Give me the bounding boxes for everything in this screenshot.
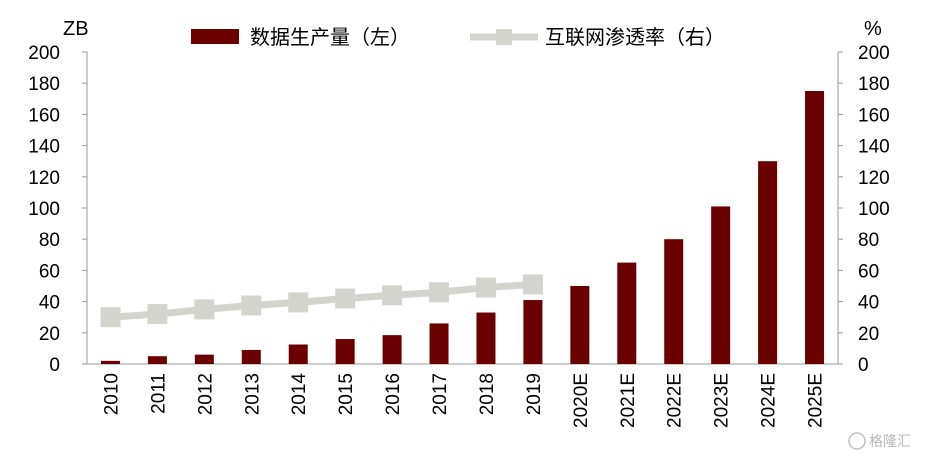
left-tick-label: 100 [28,199,60,220]
line-point-2016 [382,285,403,306]
x-tick-label: 2021E [618,373,639,428]
x-tick-label: 2024E [759,373,780,428]
line-series [100,274,543,328]
right-axis-unit: % [864,18,882,40]
x-tick-label: 2025E [806,373,827,428]
left-tick-label: 200 [28,43,60,64]
line-point-2017 [429,282,450,303]
left-tick-label: 80 [39,230,60,251]
left-tick-label: 120 [28,168,60,189]
axes: 0 20 40 60 80 100 120 140 160 180 200 0 20 40 60 80 100 1… [28,43,889,376]
x-tick-label: 2014 [289,373,310,416]
legend-label-bar: 数据生产量（左） [250,25,410,49]
line-point-2018 [475,277,496,298]
bar-2015 [335,339,355,364]
x-tick-label: 2023E [712,373,733,428]
bar-2014 [288,344,308,364]
left-tick-label: 160 [28,105,60,126]
bar-series [100,91,825,364]
bar-2010 [100,360,120,364]
line-point-2019 [522,274,543,295]
x-tick-label: 2012 [195,373,216,415]
left-tick-label: 40 [39,293,60,314]
right-tick-label: 40 [858,293,879,314]
x-tick-label: 2020E [571,373,592,428]
legend-label-line: 互联网渗透率（右） [545,25,725,49]
bar-2024E [758,161,778,364]
left-axis-unit: ZB [63,18,89,40]
bar-2017 [429,323,449,364]
bar-2012 [194,354,214,364]
left-tick-label: 20 [39,324,60,345]
line-point-2010 [100,307,121,328]
x-tick-label: 2022E [665,373,686,428]
right-tick-label: 180 [858,74,890,95]
x-tick-label: 2018 [477,373,498,415]
left-tick-label: 0 [49,355,60,376]
penetration-line [110,280,534,321]
watermark: 格隆汇 [848,432,911,450]
right-tick-label: 200 [858,43,890,64]
line-point-2015 [335,288,356,309]
legend: 数据生产量（左） 互联网渗透率（右） [191,25,725,49]
bar-2016 [382,335,402,364]
bar-2021E [617,262,637,364]
right-tick-label: 60 [858,261,879,282]
legend-swatch-marker [496,29,512,45]
x-tick-label: 2010 [101,373,122,415]
right-tick-label: 140 [858,137,890,158]
bar-2013 [241,349,261,364]
right-tick-label: 80 [858,230,879,251]
bar-2020E [570,286,590,364]
bar-2011 [147,356,167,364]
line-point-2011 [147,304,168,325]
watermark-text: 格隆汇 [869,434,911,450]
bar-2023E [711,206,731,364]
x-tick-label: 2015 [336,373,357,415]
x-tick-labels: 2010 2011 2012 2013 2014 2015 2016 2017 2018 2019… [101,373,826,428]
x-tick-label: 2011 [148,373,169,414]
right-tick-label: 160 [858,105,890,126]
x-tick-label: 2016 [383,373,404,415]
x-tick-label: 2019 [524,373,545,415]
left-tick-label: 60 [39,261,60,282]
bar-2022E [664,239,684,364]
left-tick-label: 140 [28,137,60,158]
right-tick-label: 0 [858,355,869,376]
bar-2019 [523,300,543,364]
legend-swatch-bar [191,29,239,44]
bar-2025E [805,91,825,364]
right-tick-label: 20 [858,324,879,345]
watermark-logo-icon [848,432,866,450]
right-tick-label: 120 [858,168,890,189]
left-tick-label: 180 [28,74,60,95]
x-tick-label: 2017 [430,373,451,415]
line-point-2013 [241,295,262,316]
line-point-2014 [288,292,309,313]
right-tick-label: 100 [858,199,890,220]
line-point-2012 [194,299,215,320]
x-tick-label: 2013 [242,373,263,415]
bar-2018 [476,312,496,364]
